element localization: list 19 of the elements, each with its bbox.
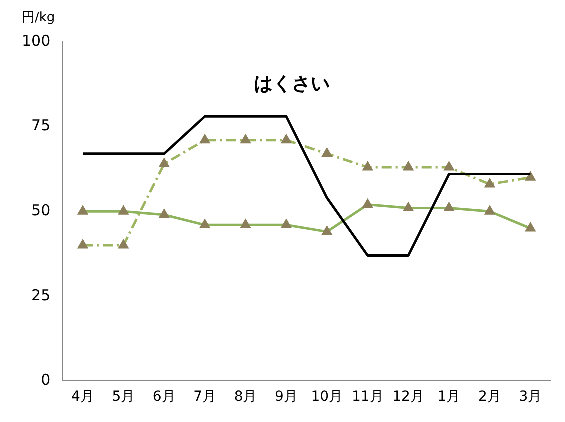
x-tick-label: 6月 xyxy=(152,389,176,406)
y-tick-label: 25 xyxy=(32,286,51,304)
y-tick-label: 75 xyxy=(32,116,51,135)
x-tick-label: 5月 xyxy=(112,389,136,406)
x-tick-label: 4月 xyxy=(72,389,94,406)
y-tick-label: 0 xyxy=(41,371,51,390)
x-tick-label: 8月 xyxy=(234,389,258,406)
y-tick-label: 100 xyxy=(22,32,51,50)
x-tick-label: 1月 xyxy=(438,389,461,406)
x-tick-label: 10月 xyxy=(311,389,344,406)
annotation: はくさい xyxy=(254,72,330,95)
x-tick-label: 12月 xyxy=(392,389,424,406)
y-axis-title: 円/kg xyxy=(22,10,56,26)
x-tick-label: 2月 xyxy=(478,389,502,406)
x-tick-label: 11月 xyxy=(352,389,384,406)
x-tick-label: 7月 xyxy=(194,389,217,406)
x-tick-label: 3月 xyxy=(519,389,542,406)
x-tick-label: 9月 xyxy=(275,389,298,406)
y-tick-label: 50 xyxy=(32,201,51,220)
